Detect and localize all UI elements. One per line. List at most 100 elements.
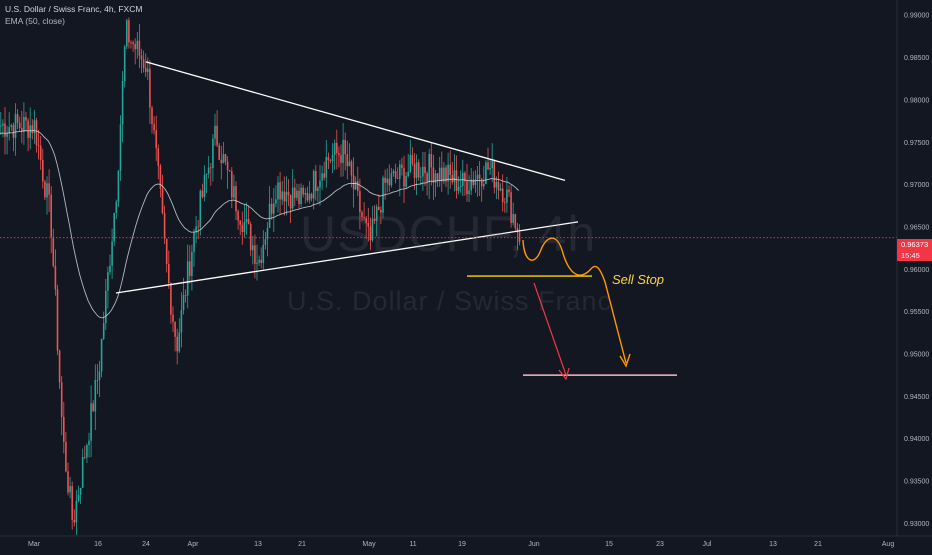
- candle-body: [480, 178, 483, 187]
- candle: [417, 159, 420, 181]
- candle: [130, 40, 132, 49]
- candle-body: [493, 160, 496, 188]
- candle-body: [102, 323, 105, 339]
- candle-body: [16, 114, 19, 123]
- candle-body: [365, 218, 367, 223]
- candle-body: [79, 487, 82, 495]
- candle-body: [92, 403, 94, 412]
- candle: [260, 247, 262, 269]
- candle: [424, 152, 426, 187]
- candle: [287, 179, 290, 207]
- x-tick-label: 21: [298, 541, 306, 548]
- candle: [441, 151, 443, 193]
- candle: [302, 184, 304, 198]
- candle-body: [98, 371, 101, 380]
- candle: [186, 244, 189, 309]
- bar-countdown-label: 15:45: [897, 250, 932, 261]
- indicator-legend[interactable]: EMA (50, close): [5, 16, 65, 26]
- candle-body: [340, 155, 342, 163]
- candle: [501, 174, 504, 212]
- candle: [352, 157, 355, 208]
- symbol-watermark: USDCHF, 4h: [300, 206, 597, 262]
- candle-body: [483, 183, 485, 187]
- candle: [243, 204, 246, 238]
- candle-body: [273, 203, 275, 214]
- candle: [275, 185, 277, 208]
- candle: [270, 197, 273, 220]
- candle-body: [411, 155, 414, 164]
- candle: [449, 150, 451, 189]
- candle: [155, 115, 157, 162]
- candle: [245, 202, 248, 235]
- candle-body: [132, 42, 134, 45]
- candle: [132, 40, 134, 52]
- candle-body: [195, 226, 197, 232]
- candle-body: [42, 160, 44, 182]
- candle-body: [384, 177, 386, 183]
- candle-body: [77, 494, 80, 501]
- candle-body: [247, 218, 250, 225]
- candle: [319, 164, 321, 206]
- candle-body: [130, 42, 132, 44]
- candle-body: [453, 170, 456, 183]
- candle-body: [96, 379, 99, 381]
- candle-body: [432, 167, 435, 183]
- candle: [214, 113, 216, 146]
- candle: [405, 171, 407, 190]
- candle: [220, 145, 223, 180]
- candle-body: [266, 227, 269, 240]
- candle: [491, 143, 493, 183]
- candle: [224, 153, 227, 166]
- candle-body: [117, 170, 120, 202]
- x-tick-label: May: [362, 541, 376, 548]
- candle: [237, 209, 239, 230]
- x-tick-label: 21: [814, 541, 822, 548]
- candle-body: [203, 174, 206, 197]
- candle-body: [144, 67, 147, 73]
- candle-body: [165, 238, 168, 265]
- candle-body: [172, 314, 174, 322]
- candle: [252, 235, 254, 265]
- direct-arrow: [533, 282, 567, 376]
- candle-body: [254, 245, 256, 264]
- candle-body: [56, 289, 59, 351]
- projection-path: [522, 237, 627, 364]
- candle-body: [90, 403, 92, 441]
- candle: [182, 277, 185, 315]
- candle-body: [518, 232, 521, 243]
- candle-body: [516, 228, 519, 233]
- candle-body: [168, 264, 170, 283]
- candle-body: [424, 166, 426, 174]
- candle: [277, 175, 279, 213]
- candle-body: [430, 154, 433, 168]
- candle-body: [495, 181, 498, 188]
- candle: [298, 184, 300, 209]
- candle-body: [37, 145, 40, 147]
- candle: [457, 176, 460, 195]
- candle: [436, 172, 439, 188]
- candle: [176, 328, 178, 365]
- candle-body: [348, 161, 351, 167]
- candle-body: [63, 416, 65, 442]
- candle: [472, 171, 475, 189]
- chart-title[interactable]: U.S. Dollar / Swiss Franc, 4h, FXCM: [5, 4, 143, 14]
- candle-body: [115, 201, 118, 213]
- candle: [6, 125, 8, 155]
- y-tick-label: 0.98000: [904, 97, 929, 104]
- candle-body: [128, 20, 130, 43]
- candle: [44, 179, 46, 201]
- candle-body: [361, 212, 363, 218]
- candle-body: [231, 171, 233, 198]
- direct-arrowhead: [558, 367, 570, 381]
- candle: [325, 140, 328, 188]
- candle: [249, 221, 252, 257]
- candle: [348, 143, 351, 167]
- candle: [443, 162, 445, 185]
- candle-body: [283, 191, 286, 202]
- candle: [361, 210, 363, 221]
- candle: [16, 108, 19, 130]
- candle-body: [321, 173, 323, 181]
- candle-body: [161, 188, 164, 214]
